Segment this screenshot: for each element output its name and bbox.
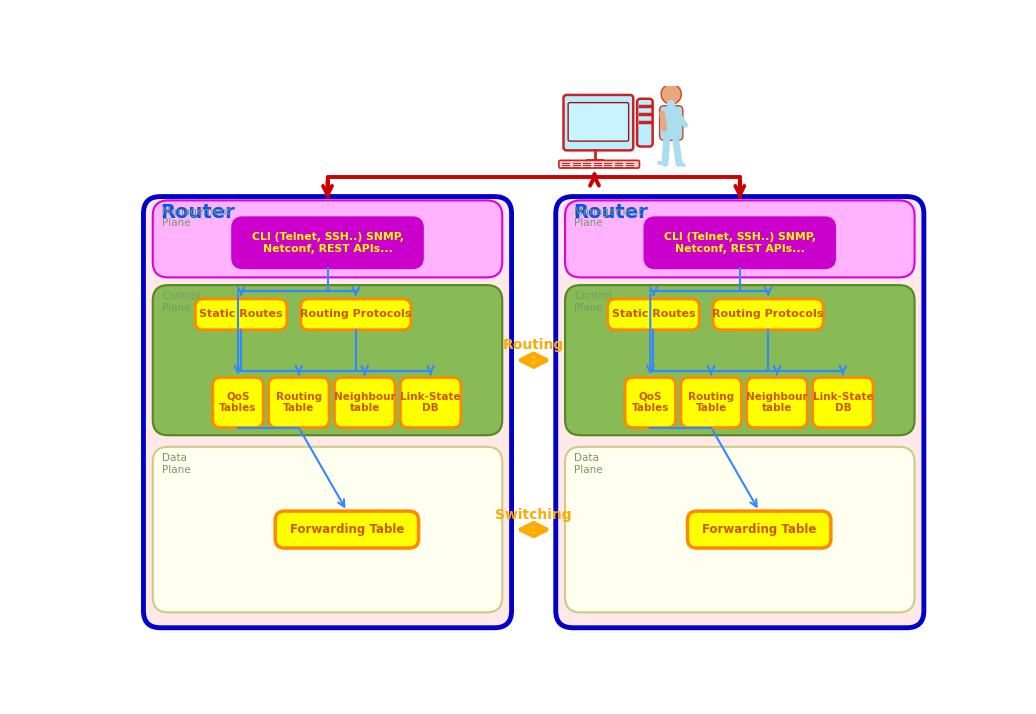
Text: Control
Plane: Control Plane <box>574 291 612 313</box>
FancyBboxPatch shape <box>300 299 411 330</box>
FancyBboxPatch shape <box>268 378 329 428</box>
FancyBboxPatch shape <box>335 378 395 428</box>
Text: Forwarding Table: Forwarding Table <box>702 523 816 536</box>
FancyBboxPatch shape <box>565 285 915 436</box>
FancyBboxPatch shape <box>565 201 915 278</box>
Text: Routing Protocols: Routing Protocols <box>300 309 411 319</box>
Text: Router: Router <box>573 203 648 222</box>
FancyBboxPatch shape <box>555 196 924 628</box>
Text: Link-State
DB: Link-State DB <box>812 392 873 413</box>
FancyBboxPatch shape <box>143 196 512 628</box>
FancyBboxPatch shape <box>196 299 287 330</box>
Text: Router: Router <box>161 203 235 222</box>
Text: Management
Plane: Management Plane <box>574 206 643 228</box>
FancyBboxPatch shape <box>747 378 807 428</box>
FancyBboxPatch shape <box>152 447 502 613</box>
FancyBboxPatch shape <box>568 103 629 141</box>
FancyBboxPatch shape <box>644 218 835 268</box>
Text: Link-State
DB: Link-State DB <box>400 392 461 413</box>
FancyBboxPatch shape <box>565 447 915 613</box>
FancyBboxPatch shape <box>688 511 831 548</box>
Text: QoS
Tables: QoS Tables <box>220 392 257 413</box>
Text: Routing Protocols: Routing Protocols <box>713 309 824 319</box>
Text: Forwarding Table: Forwarding Table <box>290 523 404 536</box>
Text: CLI (Telnet, SSH..) SNMP,
Netconf, REST APIs...: CLI (Telnet, SSH..) SNMP, Netconf, REST … <box>252 232 403 253</box>
FancyBboxPatch shape <box>564 95 633 151</box>
Text: Neighbour
table: Neighbour table <box>334 392 396 413</box>
Text: Static Routes: Static Routes <box>611 309 695 319</box>
FancyBboxPatch shape <box>625 378 675 428</box>
FancyBboxPatch shape <box>637 99 653 146</box>
Text: Data
Plane: Data Plane <box>574 453 603 475</box>
FancyBboxPatch shape <box>212 378 263 428</box>
FancyBboxPatch shape <box>812 378 873 428</box>
FancyBboxPatch shape <box>400 378 461 428</box>
Circle shape <box>661 84 682 104</box>
Text: Management
Plane: Management Plane <box>162 206 231 228</box>
Text: Data
Plane: Data Plane <box>162 453 191 475</box>
FancyBboxPatch shape <box>232 218 423 268</box>
Text: Control
Plane: Control Plane <box>162 291 200 313</box>
FancyBboxPatch shape <box>558 161 639 168</box>
Text: Routing: Routing <box>503 338 565 353</box>
Text: Neighbour
table: Neighbour table <box>746 392 808 413</box>
FancyBboxPatch shape <box>152 201 502 278</box>
FancyBboxPatch shape <box>681 378 742 428</box>
Text: Static Routes: Static Routes <box>199 309 283 319</box>
FancyBboxPatch shape <box>152 285 502 436</box>
Text: CLI (Telnet, SSH..) SNMP,
Netconf, REST APIs...: CLI (Telnet, SSH..) SNMP, Netconf, REST … <box>664 232 815 253</box>
FancyBboxPatch shape <box>276 511 419 548</box>
FancyBboxPatch shape <box>608 299 699 330</box>
Text: Routing
Table: Routing Table <box>276 392 322 413</box>
Text: QoS
Tables: QoS Tables <box>632 392 669 413</box>
Text: Routing
Table: Routing Table <box>688 392 735 413</box>
FancyBboxPatch shape <box>713 299 824 330</box>
Text: Switching: Switching <box>495 508 572 522</box>
FancyBboxPatch shape <box>660 106 683 141</box>
